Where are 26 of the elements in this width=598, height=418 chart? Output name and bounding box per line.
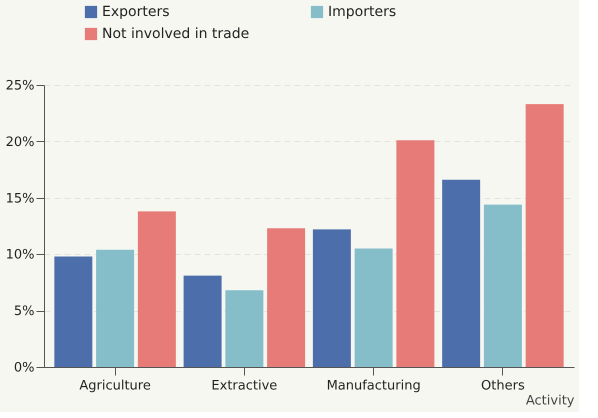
y-tick-label: 25% bbox=[6, 78, 34, 94]
y-tick-label: 5% bbox=[14, 304, 34, 320]
x-tick-label: Agriculture bbox=[79, 378, 151, 394]
bar bbox=[267, 228, 306, 367]
legend-label: Not involved in trade bbox=[102, 26, 250, 42]
x-tick-label: Manufacturing bbox=[326, 378, 421, 394]
y-tick-label: 0% bbox=[14, 360, 34, 376]
y-tick-label: 20% bbox=[6, 134, 34, 150]
y-tick-label: 10% bbox=[6, 248, 34, 263]
legend-label: Exporters bbox=[102, 4, 170, 20]
bar bbox=[54, 256, 92, 367]
bar bbox=[138, 211, 176, 367]
x-axis-title: Activity bbox=[526, 394, 575, 408]
y-tick-label: 15% bbox=[6, 191, 34, 206]
bar bbox=[396, 140, 434, 367]
bar bbox=[354, 248, 393, 367]
bar bbox=[526, 104, 564, 367]
bar bbox=[312, 229, 351, 367]
bar bbox=[225, 290, 264, 367]
x-tick-label: Others bbox=[481, 378, 525, 394]
legend-label: Importers bbox=[328, 4, 396, 20]
bar bbox=[184, 276, 222, 367]
bar bbox=[96, 250, 134, 367]
x-tick-label: Extractive bbox=[211, 378, 278, 394]
bar bbox=[484, 204, 522, 367]
bar bbox=[442, 180, 480, 367]
